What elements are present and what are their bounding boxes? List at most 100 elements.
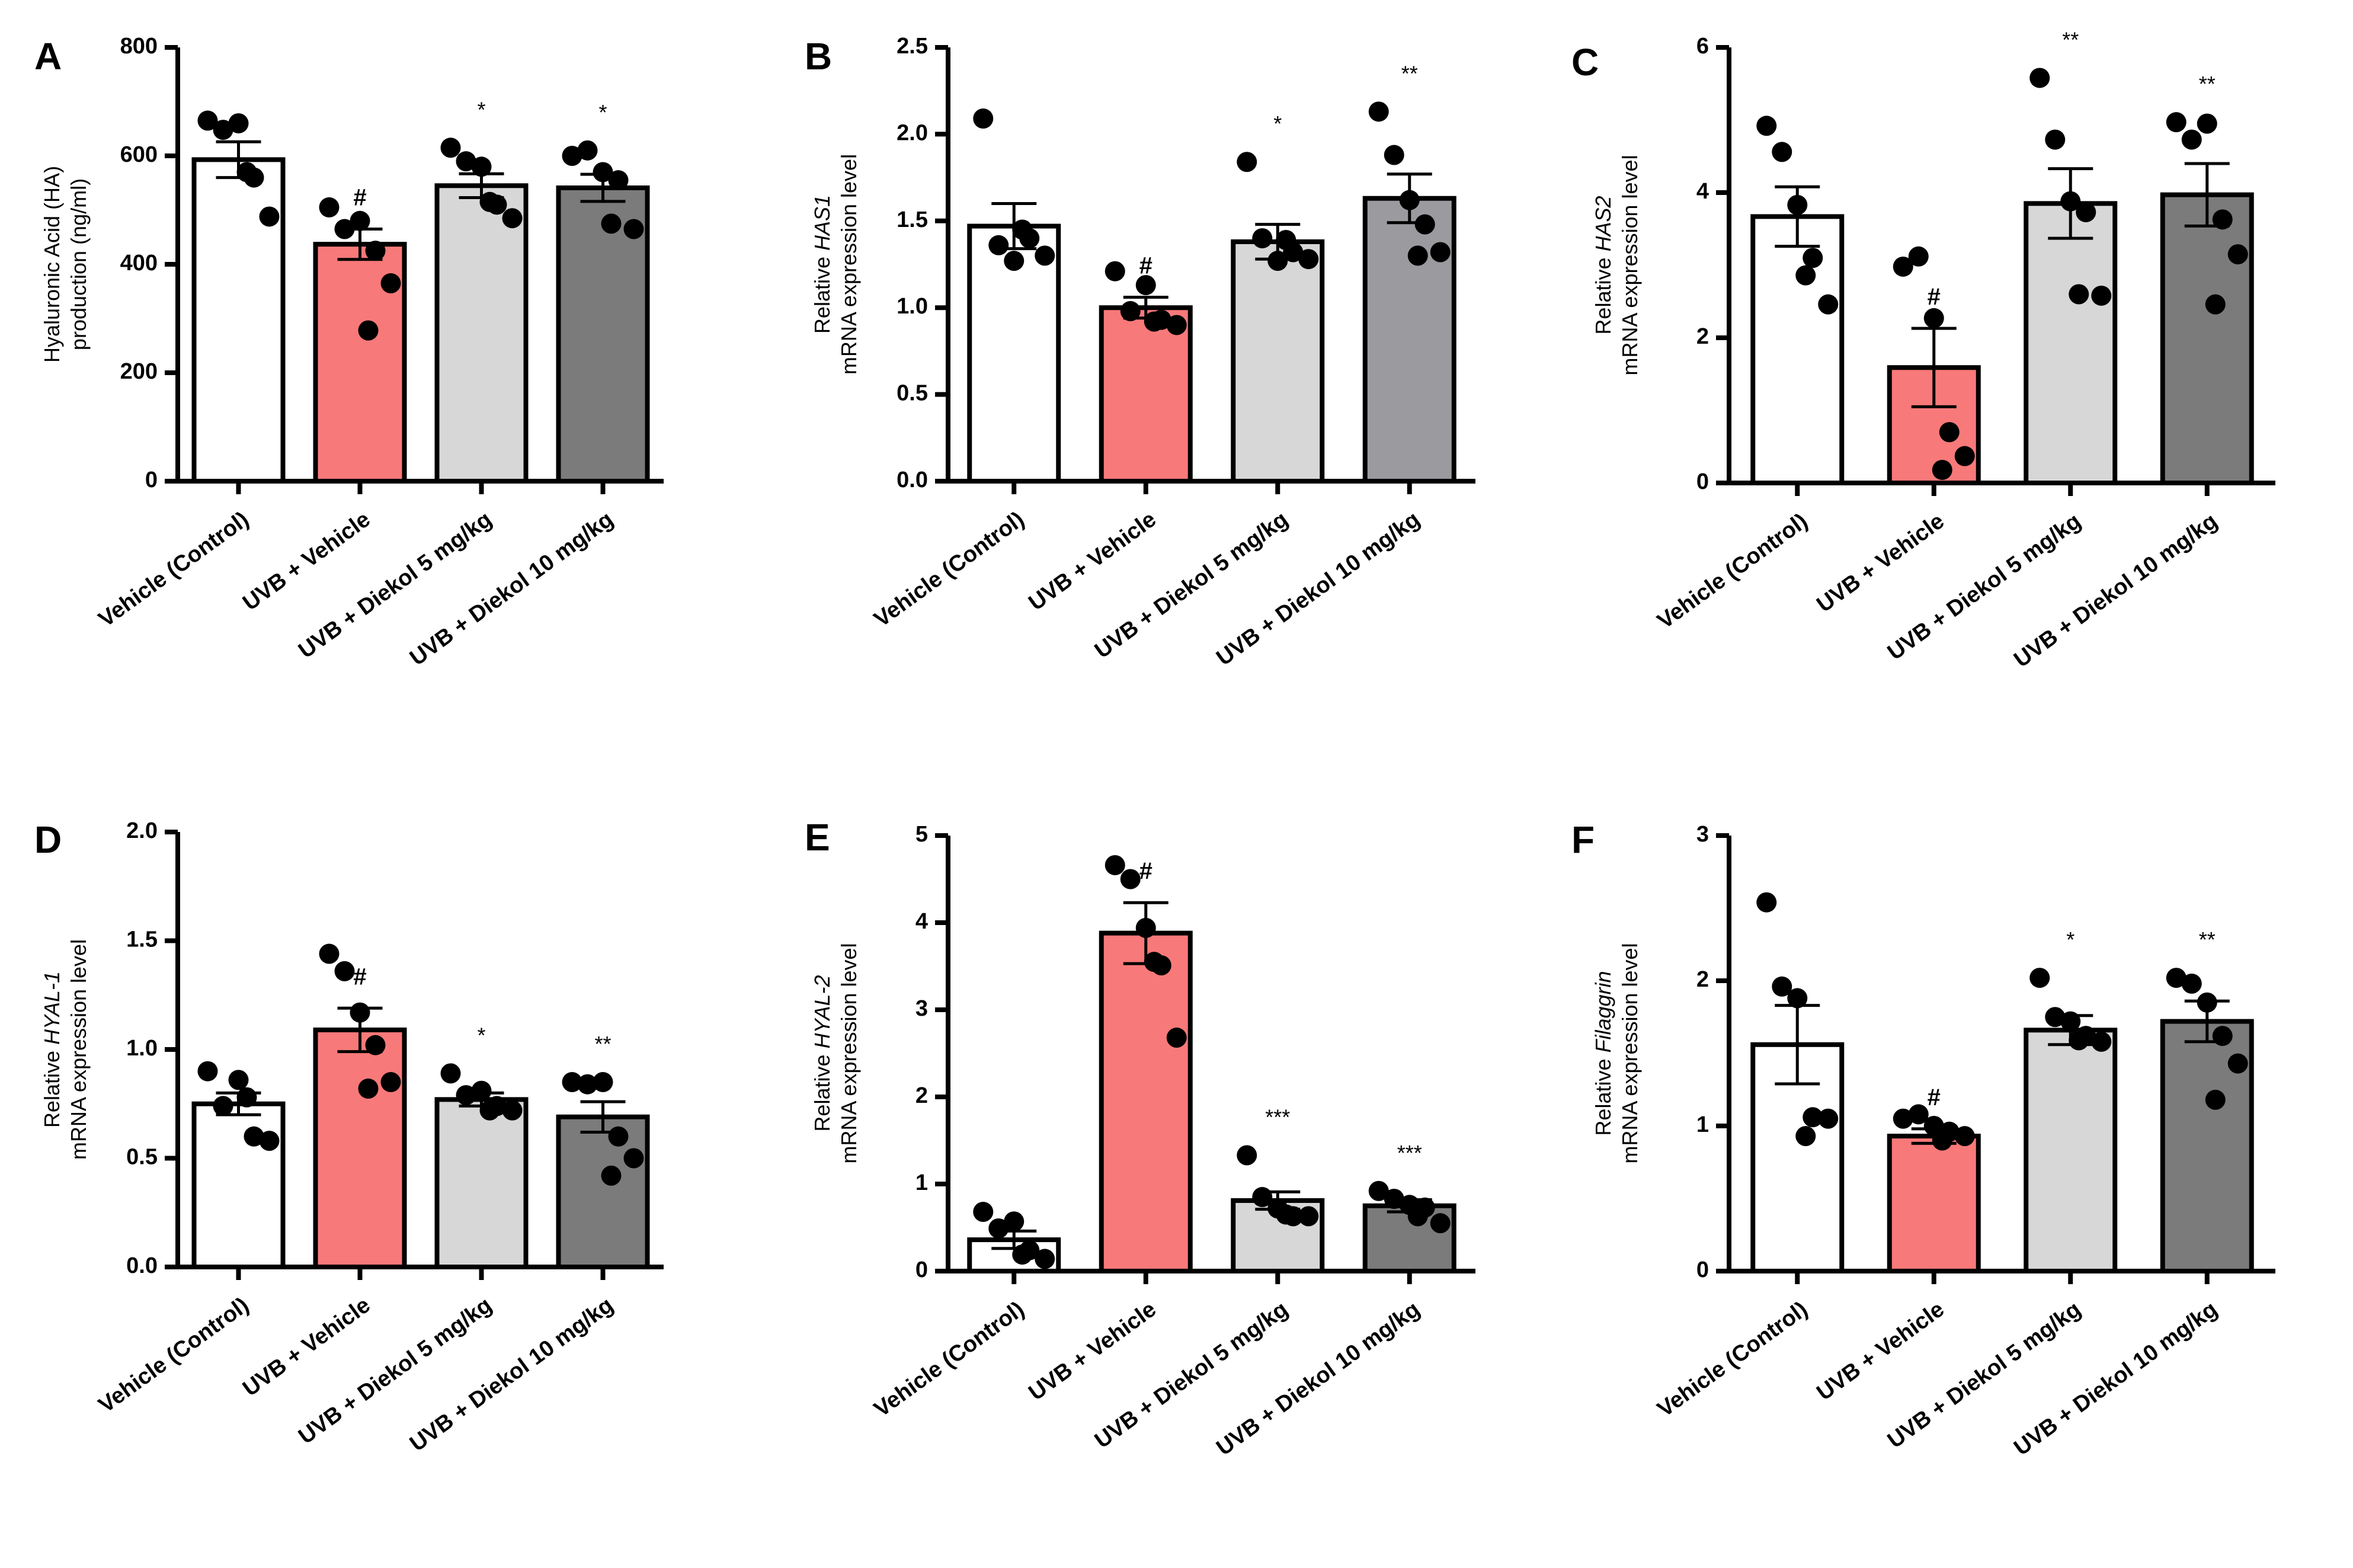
data-point bbox=[1908, 246, 1929, 267]
category-label: UVB + Diekol 10 mg/kg bbox=[405, 507, 618, 671]
data-point bbox=[365, 1035, 386, 1055]
data-point bbox=[380, 1072, 401, 1093]
panel-letter: D bbox=[34, 818, 62, 861]
data-point bbox=[1267, 251, 1288, 271]
data-point bbox=[1407, 1206, 1428, 1227]
data-point bbox=[365, 241, 386, 261]
data-point bbox=[1818, 1108, 1839, 1129]
data-point bbox=[236, 162, 257, 183]
data-point bbox=[1120, 869, 1141, 889]
data-point bbox=[1276, 1204, 1296, 1225]
y-tick-label: 0 bbox=[915, 1257, 928, 1282]
data-point bbox=[593, 162, 613, 183]
data-point bbox=[1954, 1126, 1975, 1147]
panel-letter: B bbox=[805, 35, 832, 78]
data-point bbox=[577, 1074, 598, 1095]
data-point bbox=[236, 1087, 257, 1108]
data-point bbox=[1787, 194, 1808, 215]
y-axis-title-line2: production (ng/ml) bbox=[66, 178, 91, 350]
data-point bbox=[471, 156, 492, 177]
y-axis-title-gene: Filaggrin bbox=[1591, 971, 1615, 1052]
data-point bbox=[350, 1002, 370, 1023]
bar-3 bbox=[434, 183, 529, 484]
data-point bbox=[334, 961, 355, 981]
data-point bbox=[2091, 1031, 2112, 1052]
data-point bbox=[1012, 1244, 1033, 1265]
data-point bbox=[623, 1148, 644, 1169]
data-point bbox=[601, 213, 622, 234]
y-axis-title-prefix: Relative bbox=[1591, 1053, 1615, 1136]
y-tick-label: 0.0 bbox=[126, 1253, 158, 1278]
bar-1 bbox=[191, 1101, 286, 1269]
data-point bbox=[1252, 228, 1273, 249]
data-point bbox=[1035, 1249, 1055, 1269]
y-tick-label: 1.5 bbox=[897, 207, 928, 232]
data-point bbox=[1298, 249, 1319, 270]
y-axis-title-prefix: Relative bbox=[1591, 251, 1615, 334]
y-axis-title-gene: HAS1 bbox=[810, 195, 834, 251]
y-axis-title-gene: HYAL-1 bbox=[40, 971, 64, 1045]
y-axis-title-line2: mRNA expression level bbox=[837, 943, 861, 1163]
data-point bbox=[1893, 256, 1913, 277]
data-point bbox=[2069, 1030, 2089, 1051]
data-point bbox=[502, 1100, 523, 1121]
data-point bbox=[1120, 301, 1141, 322]
data-point bbox=[2181, 129, 2202, 150]
category-label: UVB + Vehicle bbox=[1812, 508, 1949, 617]
data-point bbox=[608, 170, 629, 191]
data-point bbox=[2227, 1053, 2248, 1074]
data-point bbox=[2197, 113, 2217, 134]
significance-marker: ** bbox=[2199, 927, 2216, 952]
y-tick-label: 0 bbox=[1696, 469, 1709, 494]
data-point bbox=[440, 137, 461, 158]
y-axis-title-prefix: Relative bbox=[810, 1049, 834, 1132]
category-label: UVB + Vehicle bbox=[1024, 507, 1161, 616]
data-point bbox=[2069, 284, 2089, 305]
category-label: Vehicle (Control) bbox=[94, 507, 254, 632]
category-label: UVB + Diekol 5 mg/kg bbox=[294, 1292, 497, 1449]
significance-marker: *** bbox=[1265, 1105, 1290, 1129]
data-point bbox=[1135, 917, 1156, 938]
bar-2 bbox=[1099, 305, 1193, 484]
significance-marker: ** bbox=[594, 1032, 611, 1056]
y-tick-label: 800 bbox=[120, 34, 158, 59]
data-point bbox=[1756, 892, 1777, 913]
y-axis-title-gene: HAS2 bbox=[1591, 196, 1615, 251]
data-point bbox=[1252, 1187, 1273, 1208]
y-tick-label: 2 bbox=[915, 1083, 928, 1108]
y-tick-label: 2.0 bbox=[126, 818, 158, 843]
data-point bbox=[1012, 219, 1033, 240]
data-point bbox=[2227, 244, 2248, 265]
data-point bbox=[1166, 1028, 1187, 1048]
significance-marker: ** bbox=[1401, 61, 1418, 85]
y-axis-title-line2: mRNA expression level bbox=[1618, 155, 1642, 375]
significance-marker: # bbox=[353, 964, 366, 990]
category-label: Vehicle (Control) bbox=[1653, 1297, 1813, 1422]
data-point bbox=[1787, 988, 1808, 1009]
bar-4 bbox=[556, 1114, 650, 1270]
data-point bbox=[1803, 1107, 1823, 1128]
significance-marker: # bbox=[1139, 858, 1153, 884]
data-point bbox=[973, 108, 994, 129]
bar-3 bbox=[2024, 201, 2118, 485]
data-point bbox=[593, 1072, 613, 1093]
data-point bbox=[2205, 1089, 2226, 1110]
panel-F: F 0 1 2 3 Relative Filaggrin mRNA expression l… bbox=[1571, 818, 2275, 1461]
data-point bbox=[1004, 1211, 1025, 1232]
data-point bbox=[1368, 101, 1389, 122]
data-point bbox=[1166, 315, 1187, 335]
data-point bbox=[1035, 245, 1055, 266]
y-axis-title-prefix: Relative bbox=[810, 251, 834, 334]
y-tick-label: 0.5 bbox=[897, 381, 928, 406]
y-axis-title: Relative HYAL-2 bbox=[810, 975, 834, 1131]
data-point bbox=[1923, 308, 1944, 328]
significance-marker: * bbox=[598, 100, 607, 124]
y-axis-title-gene: HYAL-2 bbox=[810, 975, 834, 1048]
data-point bbox=[2091, 285, 2112, 306]
data-point bbox=[2076, 202, 2096, 223]
significance-marker: # bbox=[1928, 284, 1941, 310]
data-point bbox=[479, 1100, 500, 1121]
bar-1 bbox=[1750, 214, 1845, 485]
data-point bbox=[319, 943, 340, 964]
